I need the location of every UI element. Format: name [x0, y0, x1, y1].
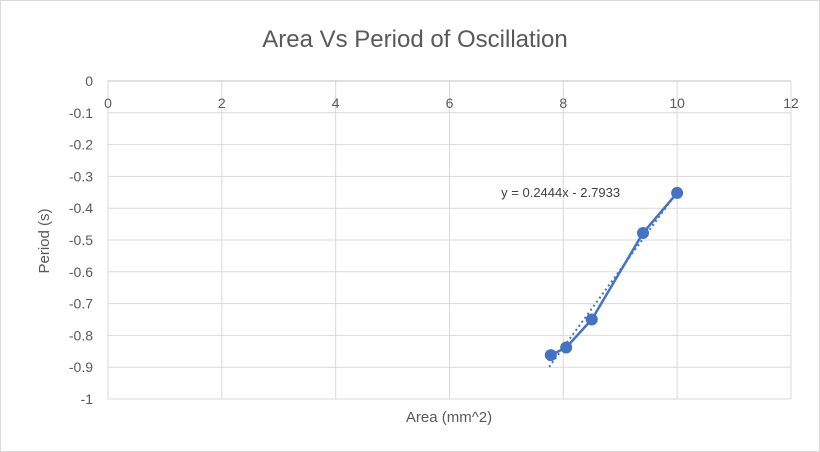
series-group: [544, 186, 684, 368]
y-tick-label: -0.8: [69, 327, 93, 343]
x-tick-label: 2: [218, 95, 226, 111]
trendline: [548, 191, 678, 368]
y-tick-label: -0.4: [69, 200, 93, 216]
y-tick-label: -1: [81, 391, 94, 407]
chart-title: Area Vs Period of Oscillation: [262, 26, 567, 53]
data-point: [637, 227, 650, 240]
x-tick-label: 12: [783, 95, 799, 111]
y-tick-label: -0.6: [69, 264, 93, 280]
y-tick-label: -0.9: [69, 359, 93, 375]
x-tick-label: 10: [669, 95, 685, 111]
trendline-equation: y = 0.2444x - 2.7933: [501, 185, 620, 200]
x-tick-labels: 0 2 4 6 8 10 12: [104, 95, 799, 111]
x-tick-label: 6: [446, 95, 454, 111]
y-tick-label: -0.5: [69, 232, 93, 248]
x-tick-label: 4: [332, 95, 340, 111]
data-point: [671, 186, 684, 199]
data-point: [544, 349, 557, 362]
y-tick-label: -0.7: [69, 296, 93, 312]
y-tick-labels: 0 -0.1 -0.2 -0.3 -0.4 -0.5 -0.6 -0.7 -0.8 -0.9 -1: [69, 73, 93, 407]
x-tick-label: 0: [104, 95, 112, 111]
data-point: [585, 313, 598, 326]
x-axis-label: Area (mm^2): [406, 409, 492, 426]
y-axis-label: Period (s): [36, 208, 53, 273]
y-tick-label: -0.2: [69, 137, 93, 153]
y-tick-label: -0.3: [69, 168, 93, 184]
x-tick-label: 8: [559, 95, 567, 111]
data-point: [560, 341, 573, 354]
gridlines: [107, 80, 792, 400]
y-tick-label: -0.1: [69, 105, 93, 121]
y-tick-label: 0: [85, 73, 93, 89]
